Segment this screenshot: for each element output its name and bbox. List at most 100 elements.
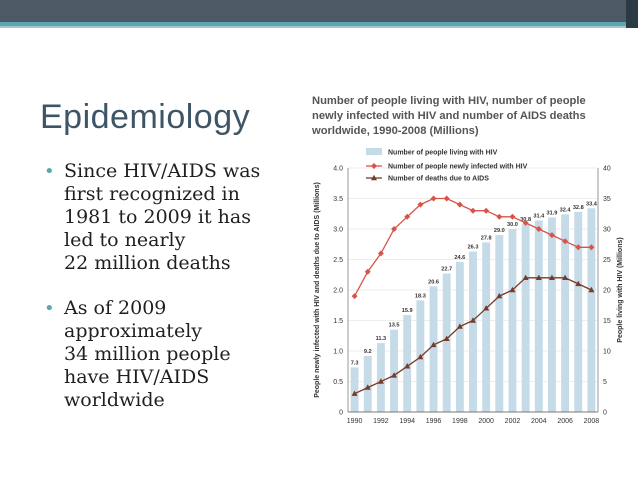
deaths-point <box>456 323 463 329</box>
y-left-axis-title: People newly infected with HIV and death… <box>314 182 321 398</box>
newly-infected-point <box>509 213 516 220</box>
deaths-point <box>588 286 595 293</box>
y-right-tick-label: 10 <box>603 349 611 356</box>
deaths-point <box>548 274 555 280</box>
bar-value-label: 31.9 <box>547 210 558 216</box>
bullet-list: • Since HIV/AIDS was first recognized in… <box>44 160 294 434</box>
bullet-line: first recognized in <box>64 183 240 205</box>
bar-value-label: 31.4 <box>533 213 545 219</box>
bar <box>534 220 543 412</box>
deaths-point <box>496 292 503 299</box>
bar-value-label: 30.0 <box>507 222 518 228</box>
deaths-point <box>443 335 450 341</box>
deaths-point <box>535 274 542 280</box>
bullet-line: have HIV/AIDS <box>64 366 210 388</box>
chart-title-line: newly infected with HIV and number of AI… <box>312 110 586 122</box>
x-tick-label: 2008 <box>584 418 600 425</box>
bar-value-label: 33.4 <box>586 201 598 207</box>
bar <box>495 235 504 412</box>
newly-infected-point <box>522 219 529 226</box>
chart-title-line: worldwide, 1990-2008 (Millions) <box>311 125 479 137</box>
newly-infected-point <box>364 268 371 275</box>
bullet-marker: • <box>44 298 55 319</box>
bar-value-label: 32.4 <box>560 207 572 213</box>
bar <box>508 229 517 412</box>
bar-value-label: 15.9 <box>402 308 413 314</box>
newly-infected-point <box>417 201 424 208</box>
legend-swatch-bar <box>366 148 382 155</box>
newly-infected-point <box>456 201 463 208</box>
y-left-tick-label: 0 <box>339 410 343 417</box>
bar <box>455 261 464 412</box>
bullet-line: 22 million deaths <box>64 252 231 274</box>
newly-infected-point <box>377 250 384 257</box>
x-tick-label: 1994 <box>399 418 415 425</box>
bar <box>390 329 398 412</box>
x-tick-label: 1992 <box>373 418 389 425</box>
bar-value-label: 24.6 <box>454 255 465 261</box>
bar <box>469 251 477 412</box>
y-right-tick-label: 25 <box>603 257 611 264</box>
newly-infected-point <box>443 195 450 202</box>
bar-value-label: 7.3 <box>351 360 359 366</box>
newly-infected-point <box>351 293 358 300</box>
bar-value-label: 22.7 <box>441 267 452 273</box>
deaths-point <box>351 390 358 396</box>
hiv-chart: Number of people living with HIV, number… <box>311 95 624 425</box>
bar-value-label: 13.5 <box>389 323 400 329</box>
legend-label: Number of people living with HIV <box>388 150 498 157</box>
bar <box>442 273 451 412</box>
y-right-tick-label: 20 <box>603 288 611 295</box>
bar-value-label: 32.8 <box>573 205 584 211</box>
bar-value-label: 20.6 <box>428 279 439 285</box>
deaths-point <box>522 274 529 280</box>
bar <box>521 224 530 412</box>
slide-title: Epidemiology <box>40 98 251 136</box>
y-right-tick-label: 40 <box>603 166 611 173</box>
x-tick-label: 2004 <box>531 418 547 425</box>
bar-value-label: 18.3 <box>415 293 426 299</box>
y-left-tick-label: 0.5 <box>333 379 343 386</box>
bullet-line: Since HIV/AIDS was <box>64 160 261 182</box>
bar-value-label: 26.3 <box>468 245 479 251</box>
bullet-item: • Since HIV/AIDS was first recognized in… <box>44 160 294 275</box>
bullet-line: approximately <box>64 320 203 342</box>
y-right-tick-label: 15 <box>603 318 611 325</box>
x-tick-label: 2000 <box>478 418 494 425</box>
bullet-line: As of 2009 <box>64 297 167 319</box>
bar <box>548 217 556 412</box>
y-left-tick-label: 1.5 <box>333 318 343 325</box>
x-tick-label: 1998 <box>452 418 468 425</box>
title-bar-accent <box>0 22 638 26</box>
deaths-point <box>470 317 476 323</box>
newly-infected-point <box>404 213 411 220</box>
deaths-point <box>391 372 398 378</box>
deaths-point <box>430 341 437 348</box>
deaths-point <box>575 280 582 287</box>
bar <box>482 242 491 412</box>
bullet-line: 34 million people <box>64 343 231 365</box>
bar <box>574 211 583 412</box>
deaths-point <box>483 305 490 311</box>
y-left-tick-label: 3.0 <box>333 227 343 234</box>
y-left-tick-label: 3.5 <box>333 196 343 203</box>
deaths-point <box>417 353 424 360</box>
deaths-point <box>377 378 384 384</box>
y-right-tick-label: 35 <box>603 196 611 203</box>
title-bar-corner <box>626 0 638 28</box>
x-tick-label: 2006 <box>557 418 573 425</box>
legend-label: Number of people newly infected with HIV <box>388 164 528 171</box>
newly-infected-point <box>548 232 555 239</box>
bullet-line: led to nearly <box>64 229 186 251</box>
newly-infected-point <box>470 207 476 214</box>
y-left-tick-label: 4.0 <box>333 166 343 173</box>
bullet-marker: • <box>44 161 55 182</box>
newly-infected-point <box>588 244 595 251</box>
newly-infected-point <box>391 226 398 232</box>
bar-value-label: 27.8 <box>481 235 492 241</box>
bar-value-label: 9.2 <box>364 349 372 355</box>
title-bar <box>0 0 638 22</box>
y-right-axis-title: People living with HIV (Millions) <box>617 237 624 342</box>
y-right-tick-label: 30 <box>603 227 611 234</box>
newly-infected-point <box>535 226 542 232</box>
